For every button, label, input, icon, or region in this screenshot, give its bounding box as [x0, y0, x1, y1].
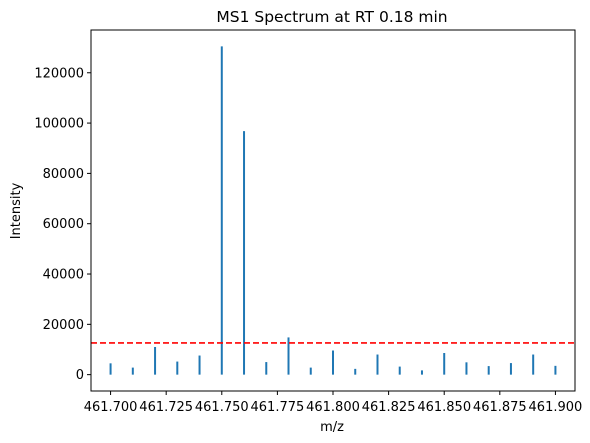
axes: 461.700 461.725 461.750 461.775 461.800 461.8… [34, 29, 583, 415]
y-tick-label: 120000 [34, 66, 84, 81]
x-tick-label: 461.850 [417, 400, 471, 415]
x-axis-label: m/z [320, 420, 344, 435]
chart-title: MS1 Spectrum at RT 0.18 min [216, 8, 447, 26]
x-tick-label: 461.750 [195, 400, 249, 415]
y-tick-label: 60000 [43, 217, 84, 232]
x-tick-label: 461.900 [529, 400, 583, 415]
y-tick-label: 100000 [34, 117, 84, 132]
x-tick-label: 461.775 [251, 400, 305, 415]
y-axis-label: Intensity [9, 182, 24, 239]
y-tick-label: 0 [76, 368, 84, 383]
y-tick-label: 20000 [43, 318, 84, 333]
y-tick-label: 80000 [43, 167, 84, 182]
x-tick-label: 461.825 [362, 400, 416, 415]
x-tick-label: 461.875 [473, 400, 527, 415]
x-tick-label: 461.725 [139, 400, 193, 415]
x-tick-label: 461.700 [84, 400, 138, 415]
x-tick-label: 461.800 [306, 400, 360, 415]
plot-area [91, 46, 575, 375]
y-tick-label: 40000 [43, 268, 84, 283]
